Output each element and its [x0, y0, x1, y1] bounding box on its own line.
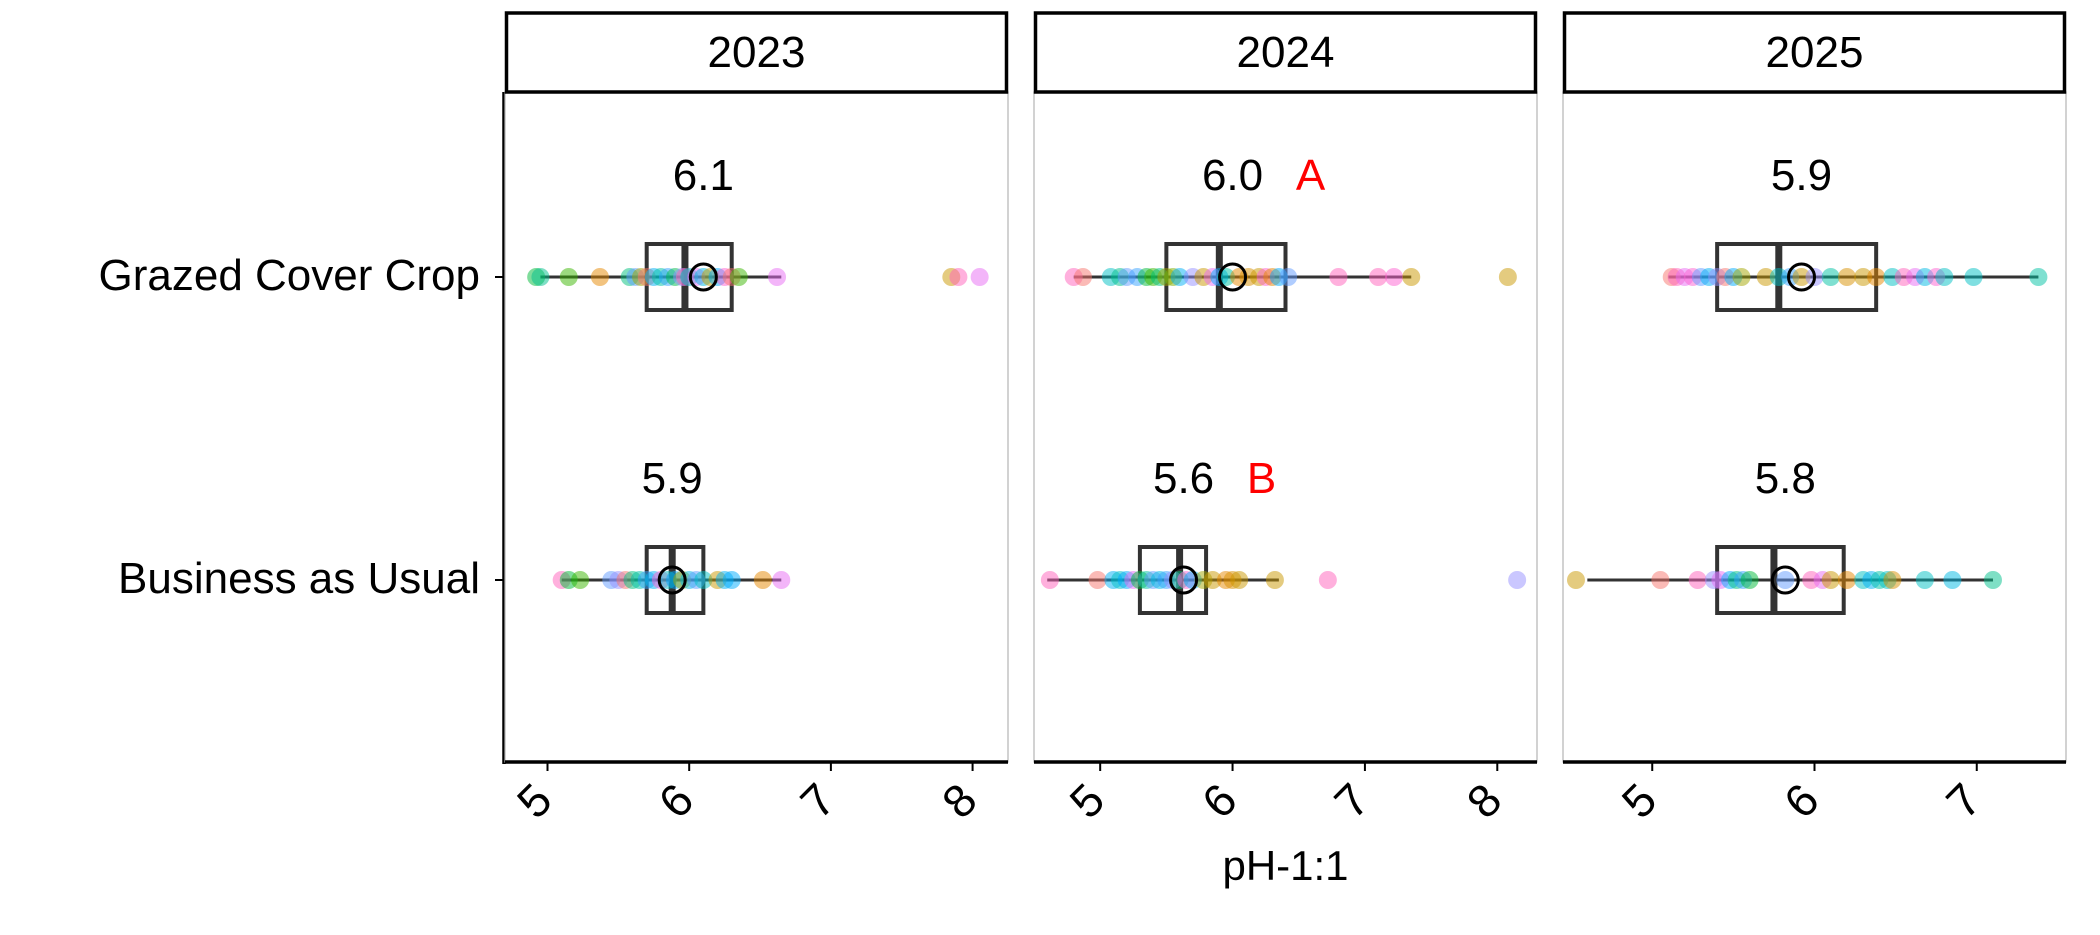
facet-strip: [504, 11, 1009, 94]
facet-panel-background: [504, 91, 1009, 763]
data-point: [1402, 268, 1421, 286]
data-point: [1688, 571, 1707, 589]
significance-letter: A: [1296, 151, 1326, 200]
data-point: [1329, 268, 1348, 286]
data-point: [1792, 268, 1811, 286]
x-tick-label: 7: [1936, 773, 1991, 828]
mean-value-label: 6.0: [1202, 151, 1263, 200]
data-point: [1740, 571, 1759, 589]
data-point: [753, 571, 772, 589]
data-point: [1040, 571, 1059, 589]
data-point: [531, 268, 550, 286]
data-point: [1867, 268, 1886, 286]
y-axis-category-label: Grazed Cover Crop: [99, 251, 480, 300]
x-tick-label: 7: [790, 773, 845, 828]
data-point: [2029, 268, 2048, 286]
data-point: [1883, 571, 1902, 589]
x-tick-label: 5: [507, 773, 562, 828]
data-point: [1073, 268, 1092, 286]
mean-marker: [1218, 262, 1248, 292]
mean-value-label: 5.9: [642, 454, 703, 503]
facet-strip-label: 2025: [1766, 28, 1864, 77]
data-point: [1651, 571, 1670, 589]
x-tick-label: 6: [1192, 773, 1247, 828]
data-point: [1508, 571, 1527, 589]
data-point: [722, 571, 741, 589]
mean-marker: [1770, 565, 1800, 595]
data-point: [1265, 571, 1284, 589]
facet-panel-background: [1562, 91, 2067, 763]
mean-value-label: 5.9: [1771, 151, 1832, 200]
data-point: [1203, 571, 1222, 589]
data-point: [1566, 571, 1585, 589]
x-tick-label: 7: [1324, 773, 1379, 828]
facet-strip-label: 2024: [1237, 28, 1335, 77]
facet-panel-background: [1033, 91, 1538, 763]
x-tick-label: 8: [1457, 773, 1512, 828]
mean-value-label: 5.6: [1153, 454, 1214, 503]
x-axis-title: pH-1:1: [1222, 842, 1348, 889]
data-point: [1318, 571, 1337, 589]
mean-value-label: 6.1: [673, 151, 734, 200]
y-axis-category-label: Business as Usual: [118, 554, 480, 603]
x-tick-label: 5: [1059, 773, 1114, 828]
data-point: [559, 268, 578, 286]
data-point: [1964, 268, 1983, 286]
data-point: [1915, 571, 1934, 589]
data-point: [1385, 268, 1404, 286]
significance-letter: B: [1247, 454, 1276, 503]
mean-marker: [657, 565, 687, 595]
data-point: [1088, 571, 1107, 589]
data-point: [1498, 268, 1517, 286]
data-point: [1821, 571, 1840, 589]
data-point: [1170, 268, 1189, 286]
facet-strip: [1562, 11, 2067, 94]
x-tick-label: 6: [1774, 773, 1829, 828]
data-point: [571, 571, 590, 589]
mean-marker: [1169, 565, 1199, 595]
data-point: [949, 268, 968, 286]
data-point: [590, 268, 609, 286]
mean-marker: [688, 262, 718, 292]
facet-strip-label: 2023: [708, 28, 806, 77]
data-point: [1983, 571, 2002, 589]
data-point: [729, 268, 748, 286]
x-tick-label: 8: [932, 773, 987, 828]
mean-value-label: 5.8: [1755, 454, 1816, 503]
data-point: [1821, 268, 1840, 286]
data-point: [1943, 571, 1962, 589]
data-point: [1230, 571, 1249, 589]
data-point: [1935, 268, 1954, 286]
x-tick-label: 5: [1611, 773, 1666, 828]
data-point: [1776, 571, 1795, 589]
data-point: [1854, 268, 1873, 286]
mean-marker: [1787, 262, 1817, 292]
facet-strip: [1033, 11, 1538, 94]
data-point: [1732, 268, 1751, 286]
data-point: [1369, 268, 1388, 286]
data-point: [1837, 268, 1856, 286]
data-point: [1756, 268, 1775, 286]
data-point: [772, 571, 791, 589]
data-point: [970, 268, 989, 286]
data-point: [1279, 268, 1298, 286]
data-point: [694, 571, 713, 589]
data-point: [1837, 571, 1856, 589]
x-tick-label: 6: [648, 773, 703, 828]
data-point: [768, 268, 787, 286]
